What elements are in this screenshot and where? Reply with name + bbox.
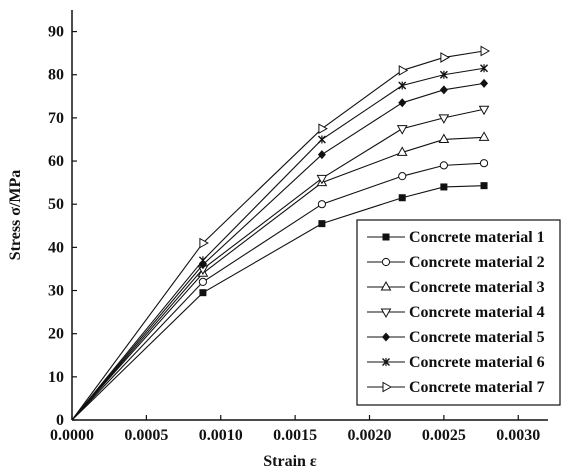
y-tick-label: 70	[48, 110, 64, 127]
series-line	[71, 50, 485, 421]
data-point	[480, 64, 489, 73]
y-tick-label: 40	[48, 239, 64, 256]
data-point	[317, 150, 326, 160]
series-line	[71, 108, 485, 421]
x-tick-label: 0.0025	[422, 427, 466, 444]
y-tick-label: 80	[48, 67, 64, 84]
data-point	[398, 98, 407, 108]
x-tick-label: 0.0020	[348, 427, 392, 444]
y-tick-label: 50	[48, 196, 64, 213]
legend-label: Concrete material 4	[409, 304, 545, 321]
series-line	[71, 82, 485, 421]
y-tick-label: 30	[48, 283, 64, 300]
data-point	[199, 289, 207, 297]
series-6	[71, 64, 489, 421]
legend-item-7: Concrete material 7	[367, 379, 545, 396]
legend-label: Concrete material 3	[409, 279, 545, 296]
data-point	[438, 133, 450, 143]
series-3	[71, 131, 490, 421]
y-tick-label: 90	[48, 24, 64, 41]
data-point	[396, 125, 408, 135]
y-tick-label: 0	[56, 412, 64, 429]
legend-label: Concrete material 7	[409, 379, 545, 396]
legend-item-3: Concrete material 3	[367, 279, 545, 296]
data-point	[439, 85, 448, 95]
legend-label: Concrete material 1	[409, 229, 545, 246]
data-point	[398, 81, 407, 90]
series-line	[71, 67, 485, 421]
legend-marker	[382, 332, 390, 342]
data-point	[317, 200, 326, 209]
data-point	[199, 237, 209, 249]
data-point	[316, 174, 328, 185]
x-tick-label: 0.0030	[496, 427, 540, 444]
legend-item-5: Concrete material 5	[367, 329, 545, 346]
series-line	[71, 162, 485, 421]
x-tick-label: 0.0000	[50, 427, 94, 444]
legend-marker	[382, 233, 390, 241]
series-5	[71, 78, 489, 421]
data-point	[198, 256, 207, 265]
legend: Concrete material 1 Concrete material 2 Co…	[356, 219, 561, 406]
legend-item-4: Concrete material 4	[367, 304, 545, 321]
legend-item-2: Concrete material 2	[367, 254, 545, 271]
data-point	[398, 194, 406, 202]
data-point	[440, 183, 448, 191]
legend-item-1: Concrete material 1	[367, 229, 545, 246]
data-point	[318, 123, 328, 135]
y-tick-label: 20	[48, 326, 64, 343]
data-point	[398, 65, 409, 76]
series-4	[71, 105, 490, 421]
data-point	[438, 114, 450, 124]
legend-marker	[382, 358, 390, 366]
data-point	[478, 131, 490, 141]
x-tick-label: 0.0005	[124, 427, 168, 444]
legend-marker	[382, 381, 393, 393]
legend-marker	[381, 257, 391, 267]
legend-label: Concrete material 6	[409, 354, 545, 371]
legend-label: Concrete material 5	[409, 329, 545, 346]
data-point	[439, 161, 448, 170]
series-layer	[71, 45, 491, 421]
x-axis-label: Strain ε	[263, 453, 317, 470]
x-tick-label: 0.0010	[199, 427, 243, 444]
data-point	[480, 45, 491, 57]
y-tick-label: 10	[48, 369, 64, 386]
series-line	[71, 185, 485, 421]
x-tick-label: 0.0015	[273, 427, 317, 444]
axes: 0 10 20 30 40 50 60 70 80 90 0.0000 0.0005 0.0010 0.0…	[48, 10, 548, 444]
data-point	[198, 277, 207, 286]
series-1	[71, 182, 488, 421]
data-point	[480, 182, 488, 190]
legend-marker	[380, 308, 392, 319]
data-point	[439, 70, 448, 79]
data-point	[478, 105, 490, 116]
y-tick-label: 60	[48, 153, 64, 170]
legend-marker	[380, 280, 392, 291]
series-7	[71, 45, 491, 421]
legend-label: Concrete material 2	[409, 254, 545, 271]
series-2	[71, 159, 489, 421]
y-axis-label: Stress σ/MPa	[7, 170, 24, 261]
data-point	[480, 78, 489, 88]
data-point	[440, 52, 450, 63]
data-point	[396, 146, 408, 156]
series-line	[71, 136, 485, 421]
data-point	[318, 220, 326, 228]
data-point	[317, 135, 326, 144]
data-point	[398, 172, 407, 181]
legend-item-6: Concrete material 6	[367, 354, 545, 371]
data-point	[479, 159, 489, 168]
